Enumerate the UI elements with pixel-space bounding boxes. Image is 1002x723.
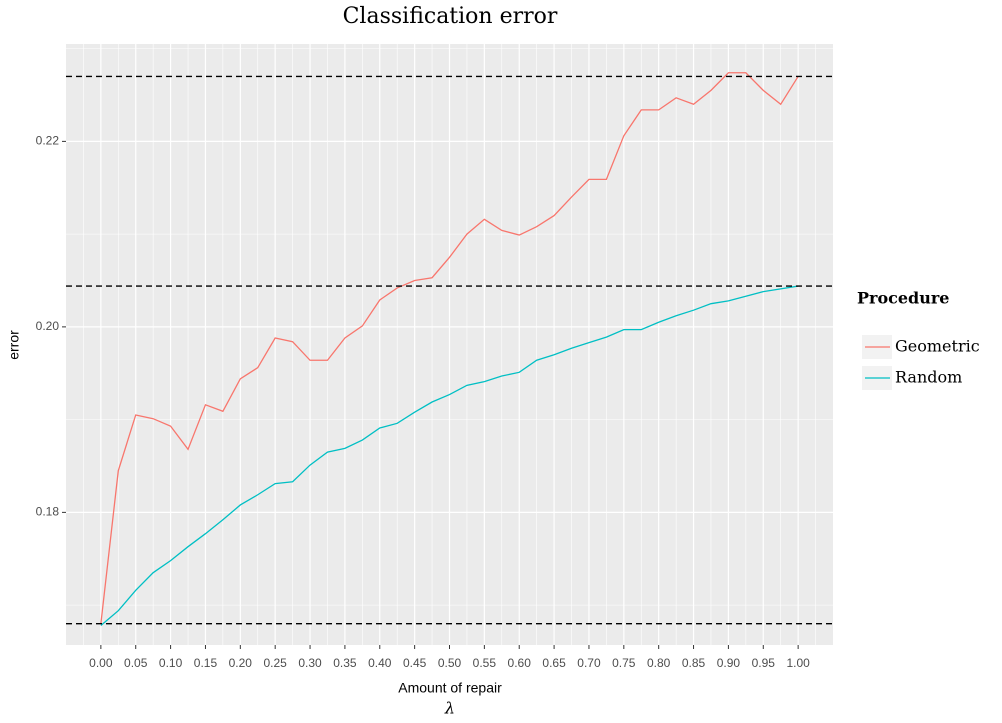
legend-label: Geometric [895, 337, 980, 356]
x-tick-label: 0.25 [264, 656, 288, 670]
x-tick-label: 1.00 [786, 656, 810, 670]
marks [66, 72, 833, 627]
x-tick-label: 0.90 [717, 656, 741, 670]
grid [66, 44, 833, 645]
x-tick-label: 0.10 [159, 656, 183, 670]
x-tick-label: 0.60 [508, 656, 532, 670]
x-tick-label: 0.35 [333, 656, 357, 670]
x-tick-label: 0.40 [368, 656, 392, 670]
x-tick-label: 0.75 [612, 656, 636, 670]
x-tick-label: 0.55 [473, 656, 497, 670]
x-axis-symbol: λ [444, 699, 455, 718]
x-tick-label: 0.95 [752, 656, 776, 670]
x-tick-label: 0.85 [682, 656, 706, 670]
x-tick-label: 0.30 [298, 656, 322, 670]
x-tick-label: 0.05 [124, 656, 148, 670]
x-tick-label: 0.65 [542, 656, 566, 670]
series-line [100, 285, 799, 627]
x-tick-label: 0.45 [403, 656, 427, 670]
x-tick-label: 0.20 [229, 656, 253, 670]
x-axis-title: Amount of repair [398, 680, 502, 696]
y-tick-label: 0.22 [36, 134, 60, 148]
y-axis-title: error [6, 330, 22, 360]
y-tick-label: 0.20 [36, 319, 60, 333]
x-tick-label: 0.80 [647, 656, 671, 670]
y-tick-label: 0.18 [36, 505, 60, 519]
x-tick-label: 0.15 [194, 656, 218, 670]
legend-title: Procedure [857, 289, 949, 308]
x-tick-label: 0.50 [438, 656, 462, 670]
x-tick-label: 0.00 [89, 656, 113, 670]
legend-label: Random [895, 368, 962, 387]
chart-title: Classification error [343, 4, 558, 29]
series-line [100, 72, 799, 624]
x-tick-label: 0.70 [577, 656, 601, 670]
